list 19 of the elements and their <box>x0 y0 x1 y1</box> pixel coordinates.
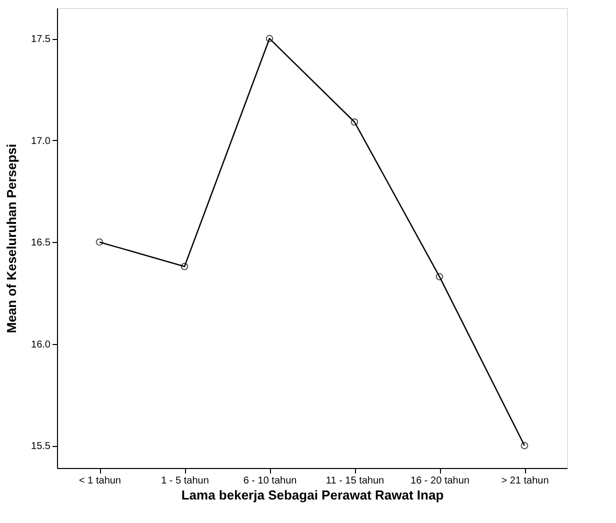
point <box>96 238 104 246</box>
point <box>266 34 274 42</box>
point <box>350 118 358 126</box>
y-axis-title: Mean of Keseluruhan Persepsi <box>4 144 20 334</box>
point <box>520 442 528 450</box>
y-tick-label: 17.5 <box>31 34 51 46</box>
x-axis-title: Lama bekerja Sebagai Perawat Rawat Inap <box>181 488 444 502</box>
x-tick-label: 1 - 5 tahun <box>161 476 209 486</box>
x-tick-label: > 21 tahun <box>501 476 549 486</box>
y-tick-label: 16.5 <box>31 238 51 249</box>
point <box>180 262 188 270</box>
y-tick-label: 17.0 <box>31 136 51 147</box>
point <box>436 273 444 280</box>
y-tick-label: 16.0 <box>31 339 51 350</box>
x-tick-label: 16 - 20 tahun <box>410 476 470 486</box>
x-tick-label: < 1 tahun <box>79 476 121 486</box>
x-tick-label: 11 - 15 tahun <box>326 476 384 486</box>
x-tick-label: 6 - 10 tahun <box>243 476 297 486</box>
y-tick-label: 15.5 <box>31 441 51 452</box>
